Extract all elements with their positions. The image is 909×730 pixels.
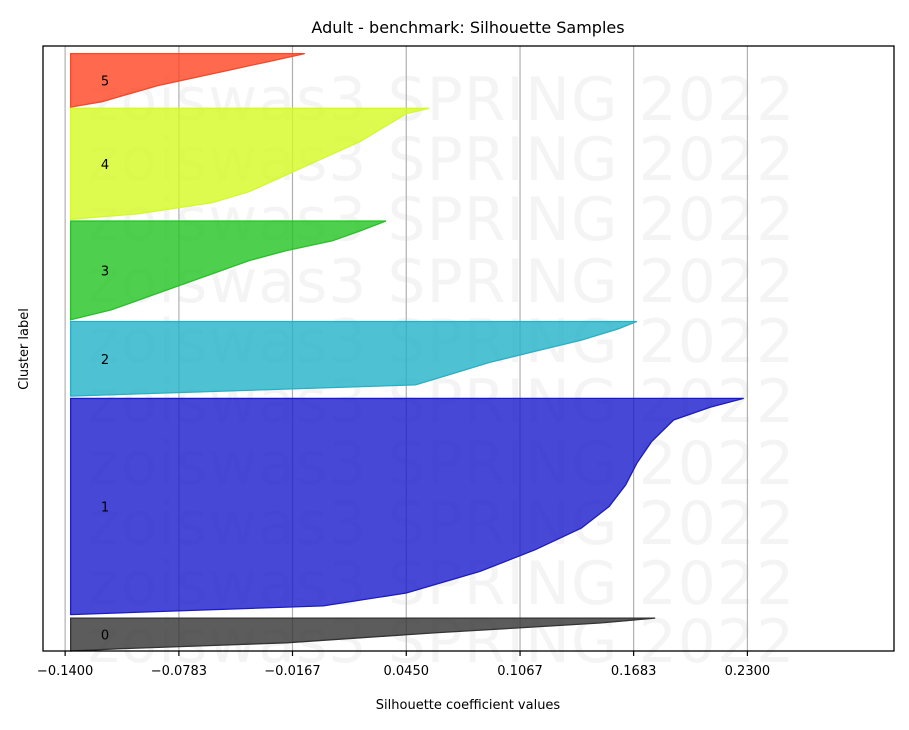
silhouette-areas	[70, 52, 744, 652]
x-tick-label: 0.2300	[725, 664, 771, 679]
y-axis-label: Cluster label	[17, 308, 32, 390]
cluster-4-area	[70, 107, 430, 220]
x-axis-label: Silhouette coefficient values	[376, 698, 561, 713]
x-axis-ticks: −0.1400 −0.0783 −0.0167 0.0450 0.1067 0.1683 0…	[37, 651, 770, 679]
cluster-2-area	[70, 320, 638, 397]
x-tick-label: 0.0450	[384, 664, 430, 679]
cluster-labels: 0 1 2 3 4 5	[101, 74, 109, 643]
cluster-label-4: 4	[101, 158, 109, 173]
cluster-label-2: 2	[101, 353, 109, 368]
cluster-5-area	[70, 52, 305, 108]
plot-frame	[42, 45, 895, 652]
x-tick-label: −0.1400	[37, 664, 93, 679]
cluster-label-5: 5	[101, 74, 109, 89]
cluster-3-area	[70, 220, 387, 321]
cluster-1-area	[70, 397, 744, 616]
cluster-label-3: 3	[101, 264, 109, 279]
x-tick-label: −0.0783	[151, 664, 207, 679]
x-tick-label: 0.1067	[497, 664, 543, 679]
cluster-label-1: 1	[101, 501, 109, 516]
cluster-label-0: 0	[101, 629, 109, 644]
chart-title: Adult - benchmark: Silhouette Samples	[311, 18, 624, 37]
x-tick-label: −0.0167	[264, 664, 320, 679]
x-tick-label: 0.1683	[611, 664, 657, 679]
